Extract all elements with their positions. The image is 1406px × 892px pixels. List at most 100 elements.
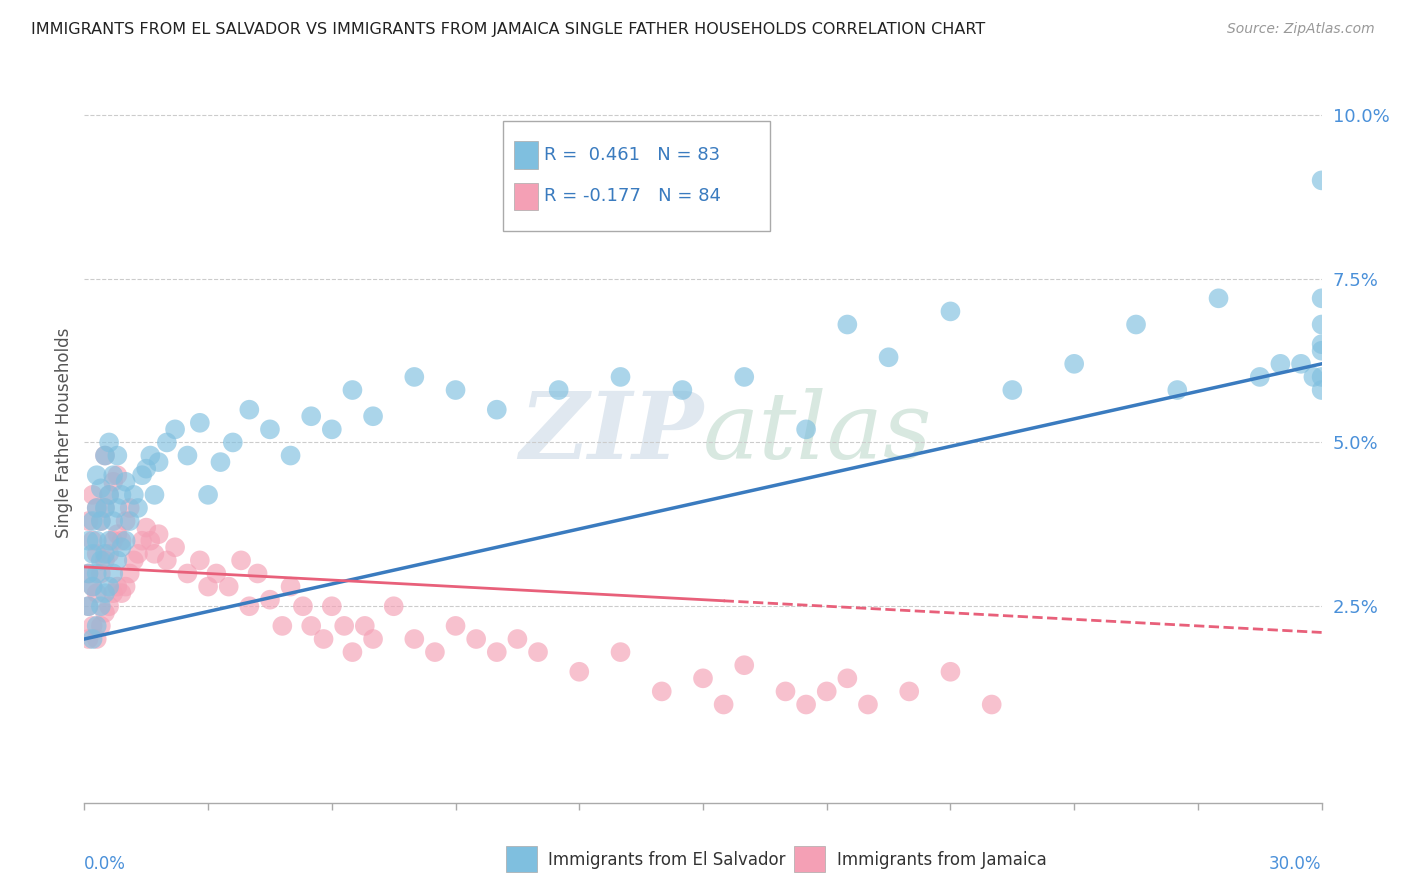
Point (131, 533, 153, 548)
Point (122, 553, 145, 567)
Point (651, 684, 673, 698)
Point (733, 370, 755, 384)
Point (103, 475, 125, 489)
Point (280, 580, 302, 594)
Point (259, 592, 281, 607)
Point (114, 533, 136, 548)
Point (188, 553, 211, 567)
Point (86, 533, 108, 548)
Point (165, 541, 187, 555)
Point (105, 500, 128, 515)
Point (77, 599, 100, 614)
Point (527, 645, 550, 659)
Point (103, 468, 125, 483)
Point (197, 488, 219, 502)
Point (353, 619, 375, 633)
Point (103, 514, 125, 528)
Point (82, 514, 104, 528)
Text: 30.0%: 30.0% (1270, 855, 1322, 872)
Text: R =  0.461   N = 83: R = 0.461 N = 83 (544, 146, 720, 164)
Point (82, 632, 104, 646)
Point (82, 580, 104, 594)
Point (118, 514, 141, 528)
Point (118, 566, 141, 581)
Point (1289, 357, 1312, 371)
Point (837, 671, 859, 685)
Point (1310, 343, 1333, 358)
Point (361, 409, 384, 424)
Point (98, 488, 121, 502)
Point (127, 500, 149, 515)
Point (342, 645, 364, 659)
Point (1310, 173, 1333, 187)
Point (815, 684, 838, 698)
Point (86, 632, 108, 646)
Point (86, 566, 108, 581)
Point (82, 488, 104, 502)
Point (444, 383, 467, 397)
Point (139, 449, 162, 463)
Point (94, 553, 117, 567)
Point (86, 500, 108, 515)
Point (423, 645, 446, 659)
Point (197, 580, 219, 594)
Point (135, 521, 157, 535)
Point (609, 370, 631, 384)
Point (118, 500, 141, 515)
Point (229, 553, 252, 567)
Point (404, 632, 426, 646)
Point (321, 599, 343, 614)
Point (143, 547, 166, 561)
Point (110, 586, 132, 600)
Text: Immigrants from El Salvador: Immigrants from El Salvador (548, 851, 786, 869)
Point (105, 468, 128, 483)
Point (86, 500, 108, 515)
Point (77, 566, 100, 581)
Point (361, 632, 384, 646)
Point (609, 645, 631, 659)
Point (94, 547, 117, 561)
Point (291, 599, 314, 614)
Point (98, 580, 121, 594)
Point (1310, 318, 1333, 332)
Point (94, 586, 117, 600)
Point (105, 449, 128, 463)
Point (105, 580, 128, 594)
Point (547, 383, 569, 397)
Point (1270, 357, 1292, 371)
Text: Immigrants from Jamaica: Immigrants from Jamaica (837, 851, 1046, 869)
Point (90, 619, 112, 633)
Text: Source: ZipAtlas.com: Source: ZipAtlas.com (1227, 22, 1375, 37)
Point (1302, 370, 1324, 384)
Point (939, 665, 962, 679)
Point (1001, 383, 1024, 397)
Point (1125, 318, 1147, 332)
Point (1310, 337, 1333, 351)
Point (110, 541, 132, 555)
Point (692, 671, 714, 685)
Point (1208, 291, 1230, 305)
Point (131, 468, 153, 483)
Point (671, 383, 693, 397)
Point (86, 586, 108, 600)
Point (82, 619, 104, 633)
Point (77, 632, 100, 646)
Point (713, 698, 735, 712)
Point (280, 449, 302, 463)
Point (114, 475, 136, 489)
Point (90, 599, 112, 614)
Point (238, 599, 260, 614)
Point (980, 698, 1002, 712)
Point (86, 468, 108, 483)
Point (103, 533, 125, 548)
Point (77, 566, 100, 581)
Point (90, 566, 112, 581)
Point (98, 533, 121, 548)
Point (1063, 357, 1085, 371)
Point (86, 547, 108, 561)
Point (259, 422, 281, 436)
Point (837, 318, 859, 332)
Point (114, 514, 136, 528)
Point (299, 619, 322, 633)
Point (103, 566, 125, 581)
